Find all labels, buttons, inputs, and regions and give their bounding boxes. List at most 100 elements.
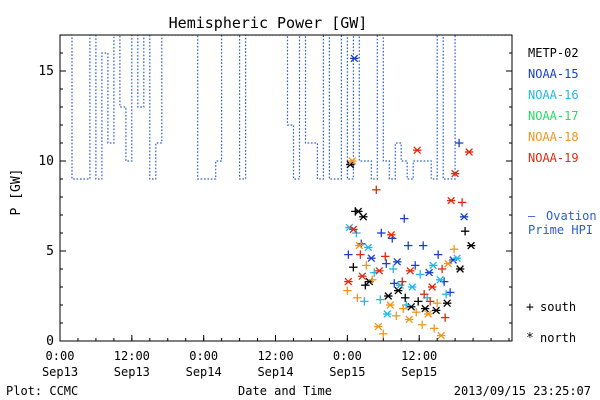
metp-02-north-marker <box>394 286 403 295</box>
metp-02-north-marker <box>346 160 355 169</box>
x-tick-label: 0:00 <box>46 349 75 363</box>
noaa-18-south-marker <box>412 308 421 317</box>
noaa-18-north-marker <box>374 322 383 331</box>
noaa-15-north-marker <box>393 257 402 266</box>
noaa-16-south-marker <box>360 297 369 306</box>
noaa-15-south-marker <box>404 241 413 250</box>
noaa-19-south-marker <box>425 297 435 306</box>
metp-02-north-marker <box>442 299 452 308</box>
noaa-19-north-marker <box>464 148 474 156</box>
noaa-15-south-marker <box>445 288 455 297</box>
metp-02-north-marker <box>359 212 368 221</box>
plot-credit: Plot: CCMC <box>6 384 78 398</box>
metp-02-north-marker <box>431 306 441 315</box>
y-tick-label: 15 <box>38 64 54 79</box>
noaa-15-south-marker <box>418 241 428 250</box>
legend-marker-symbol: + <box>526 300 534 315</box>
noaa-19-south-marker <box>419 290 429 299</box>
noaa-15-south-marker <box>377 228 386 238</box>
legend-noaa-18: NOAA-18 <box>528 130 579 144</box>
x-tick-label: 0:00 <box>333 349 362 363</box>
legend-noaa-15: NOAA-15 <box>528 67 579 81</box>
x-axis-label: Date and Time <box>238 384 332 398</box>
noaa-15-north-marker <box>367 254 376 263</box>
noaa-15-south-marker <box>454 138 464 148</box>
noaa-18-north-marker <box>405 315 414 324</box>
noaa-19-north-marker <box>450 169 460 178</box>
noaa-18-south-marker <box>362 261 371 270</box>
noaa-18-north-marker <box>423 310 433 318</box>
noaa-18-south-marker <box>392 311 401 320</box>
metp-02-north-marker <box>384 292 393 300</box>
legend-ovation-label-line2: Prime HPI <box>528 223 593 237</box>
noaa-16-north-marker <box>408 283 417 291</box>
legend-ovation-label-line1: Ovation <box>546 209 597 223</box>
noaa-16-north-marker <box>452 254 462 263</box>
x-tick-label: 12:00 <box>257 349 293 363</box>
plot-frame <box>59 34 513 342</box>
noaa-19-north-marker <box>358 272 367 281</box>
noaa-15-south-marker <box>411 261 420 270</box>
x-tick-label: 12:00 <box>114 349 150 363</box>
x-tick-label: 12:00 <box>401 349 437 363</box>
legend-marker-symbol: * <box>526 331 534 346</box>
noaa-16-south-marker <box>416 270 425 279</box>
legend-marker-north: north <box>540 331 576 345</box>
noaa-19-north-marker <box>406 266 415 275</box>
noaa-18-south-marker <box>368 275 377 284</box>
noaa-15-south-marker <box>390 279 399 288</box>
noaa-15-north-marker <box>350 54 359 63</box>
noaa-18-north-marker <box>443 259 453 268</box>
noaa-19-north-marker <box>427 283 437 291</box>
noaa-19-south-marker <box>381 252 390 261</box>
noaa-19-south-marker <box>440 313 450 322</box>
y-axis-label: P [GW] <box>9 169 24 216</box>
noaa-18-north-marker <box>386 301 395 309</box>
noaa-18-north-marker <box>436 331 446 340</box>
noaa-16-south-marker <box>441 290 451 299</box>
noaa-18-south-marker <box>429 324 439 333</box>
noaa-15-south-marker <box>400 214 409 223</box>
noaa-16-north-marker <box>428 261 438 270</box>
noaa-19-north-marker <box>349 225 358 234</box>
legend-ovation-symbol: – <box>528 209 536 223</box>
noaa-16-north-marker <box>396 281 405 290</box>
noaa-18-south-marker <box>449 245 459 254</box>
noaa-18-south-marker <box>432 299 442 308</box>
chart-title: Hemispheric Power [GW] <box>169 14 368 32</box>
x-tick-sublabel: Sep14 <box>257 365 293 379</box>
x-tick-sublabel: Sep15 <box>329 365 365 379</box>
ovation-hpi-line <box>60 35 512 180</box>
noaa-19-north-marker <box>446 196 456 205</box>
noaa-19-north-marker <box>413 146 422 155</box>
legend-marker-south: south <box>540 300 576 314</box>
noaa-18-south-marker <box>353 293 362 302</box>
noaa-19-north-marker <box>344 277 353 286</box>
x-tick-sublabel: Sep15 <box>401 365 437 379</box>
metp-02-north-marker <box>466 241 476 250</box>
noaa-15-south-marker <box>433 250 443 259</box>
legend-noaa-17: NOAA-17 <box>528 109 579 123</box>
noaa-18-south-marker <box>379 329 388 338</box>
noaa-19-south-marker <box>437 264 447 274</box>
noaa-15-north-marker <box>459 212 469 221</box>
noaa-19-north-marker <box>387 230 396 239</box>
noaa-18-north-marker <box>355 241 364 250</box>
timestamp: 2013/09/15 23:25:07 <box>454 384 591 398</box>
noaa-16-north-marker <box>364 243 373 252</box>
legend-noaa-16: NOAA-16 <box>528 88 579 102</box>
metp-02-south-marker <box>414 297 423 306</box>
metp-02-south-marker <box>361 281 370 290</box>
x-tick-sublabel: Sep13 <box>114 365 150 379</box>
noaa-15-south-marker <box>344 250 353 259</box>
noaa-19-north-marker <box>375 266 384 275</box>
metp-02-north-marker <box>354 207 363 216</box>
x-tick-sublabel: Sep13 <box>42 365 78 379</box>
y-axis: 0 5 10 15 <box>38 52 512 349</box>
noaa-19-south-marker <box>356 250 365 259</box>
noaa-16-north-marker <box>383 310 392 318</box>
x-tick-label: 0:00 <box>189 349 218 363</box>
legend-noaa-19: NOAA-19 <box>528 151 579 165</box>
metp-02-north-marker <box>420 304 430 313</box>
noaa-19-south-marker <box>398 277 407 286</box>
